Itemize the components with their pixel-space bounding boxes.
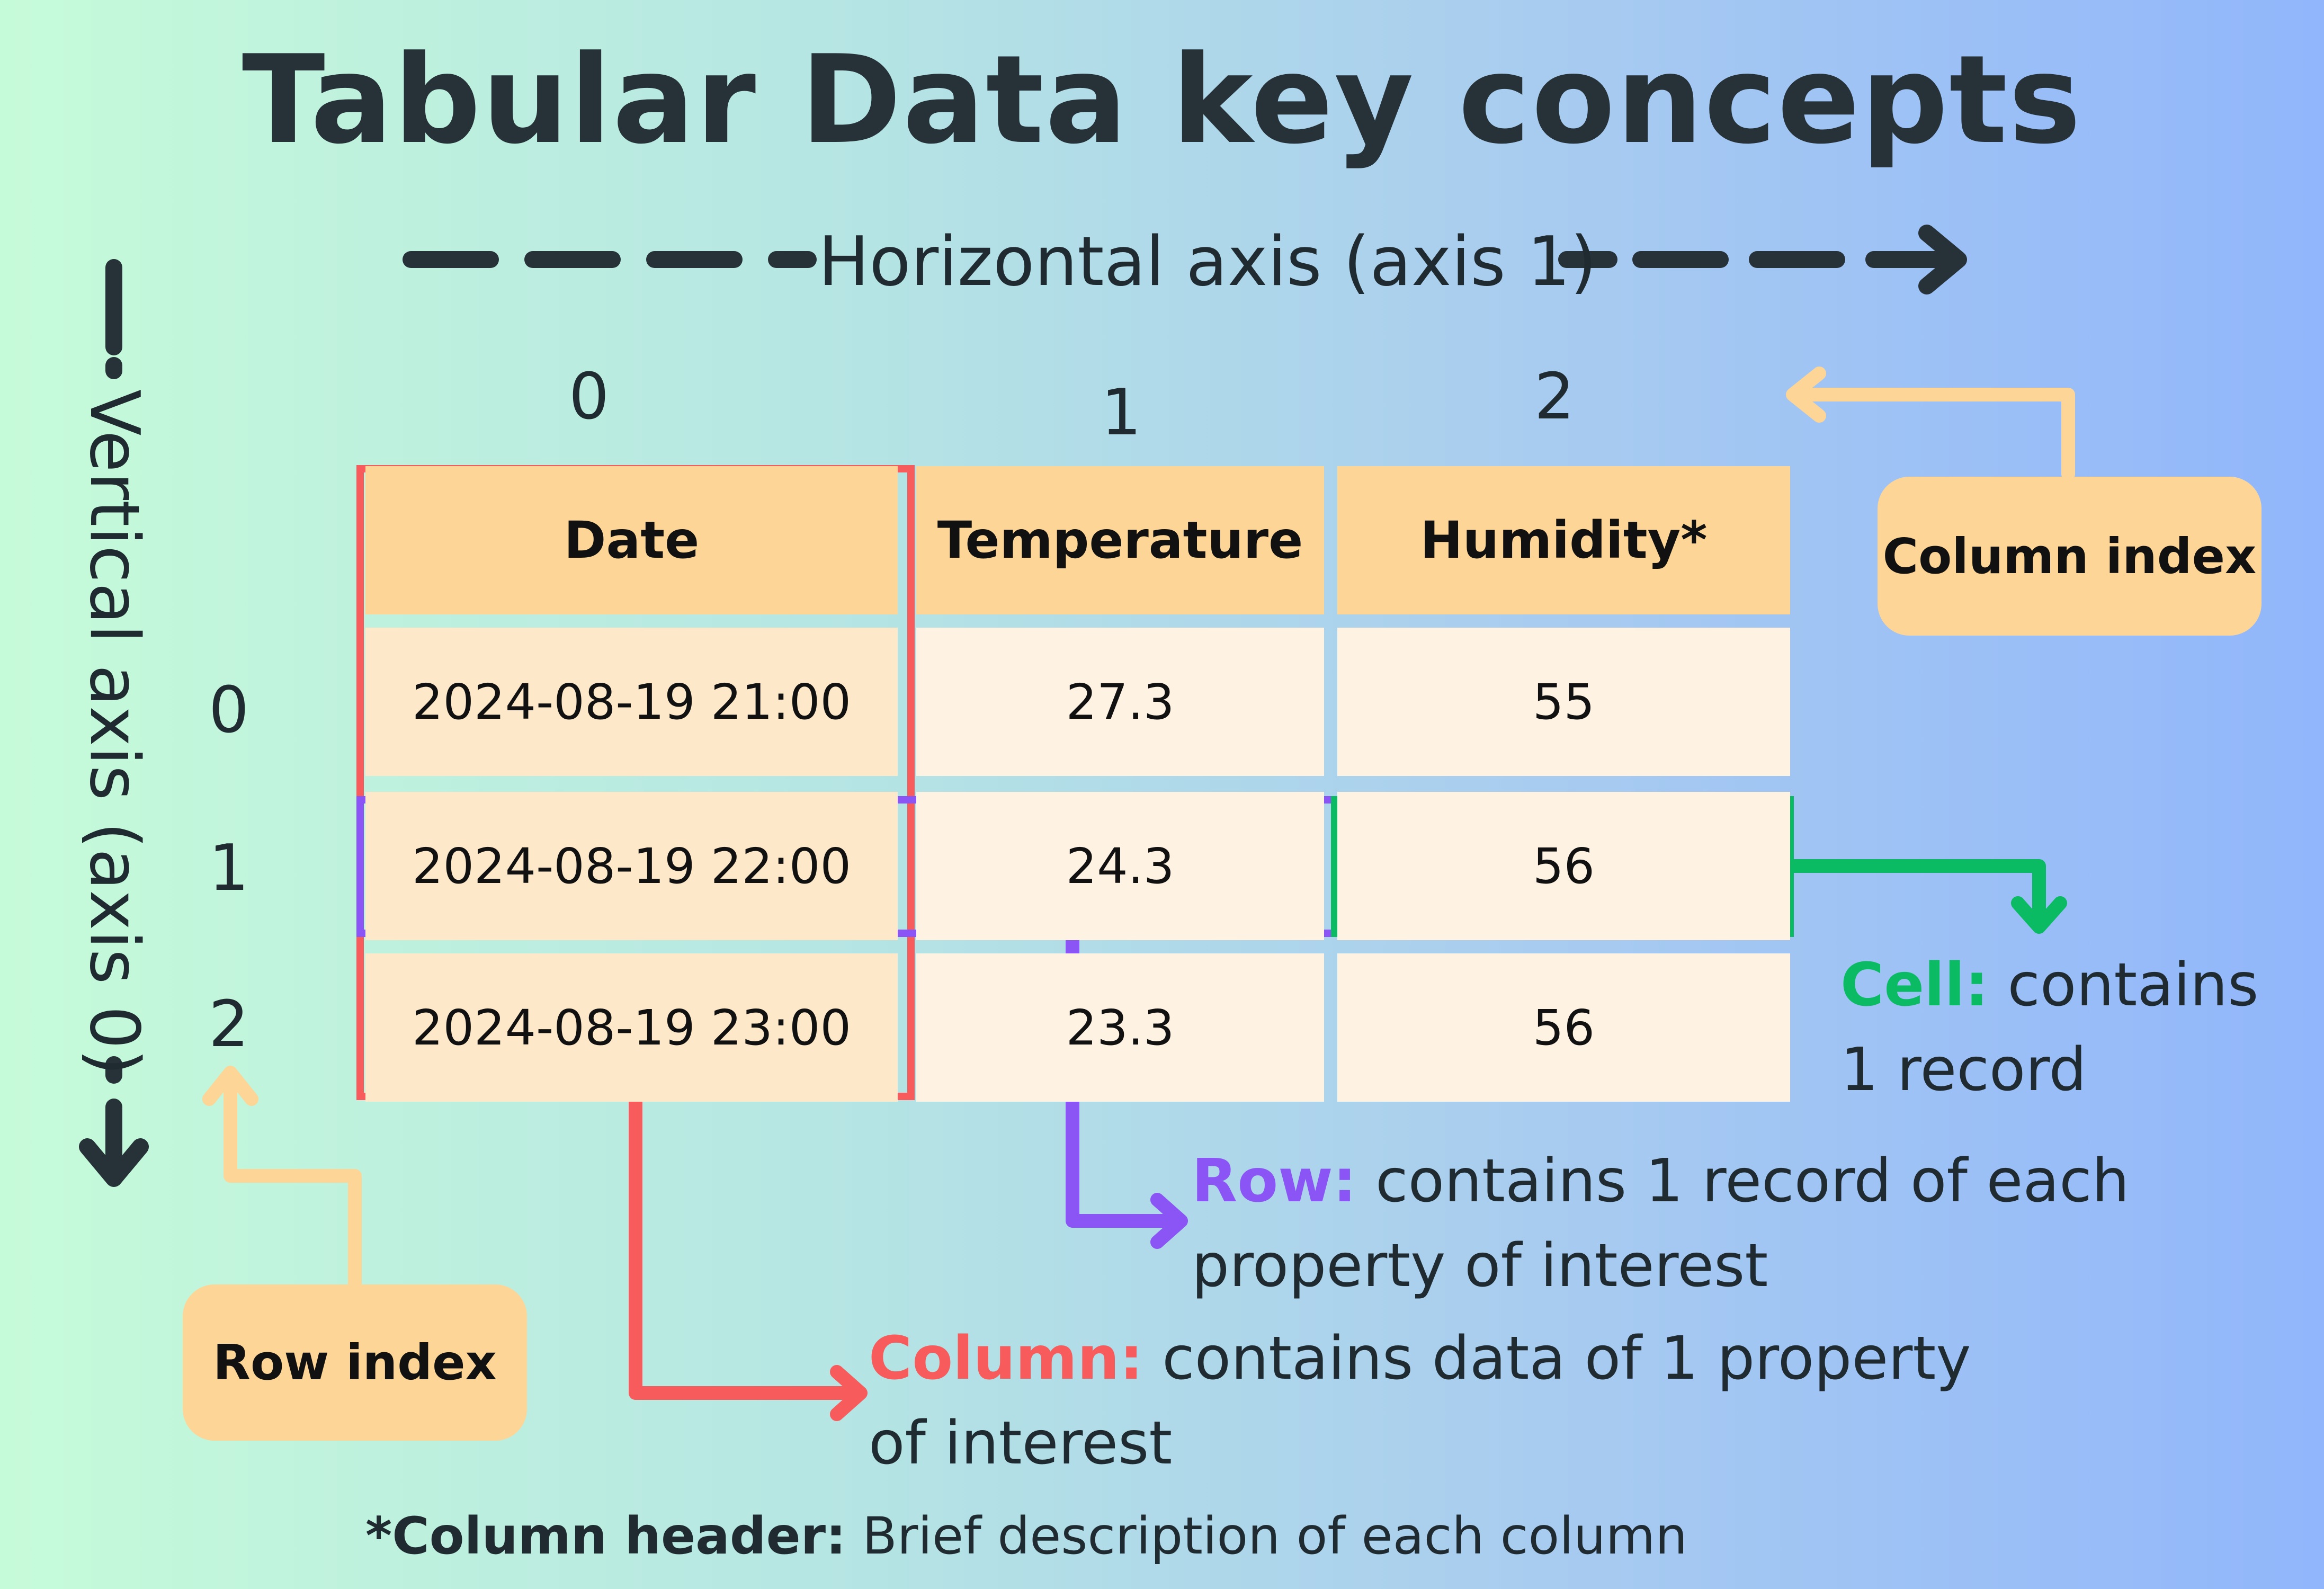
row-index-arrow: [202, 1066, 362, 1294]
table-cell: 55: [1337, 628, 1790, 776]
vertical-axis-arrow: [79, 259, 149, 1187]
cell-arrow: [1787, 859, 2067, 934]
horizontal-axis-label: Horizontal axis (axis 1): [818, 222, 1597, 301]
row-index-1: 1: [208, 832, 249, 905]
table-cell: 2024-08-19 21:00: [365, 628, 898, 776]
cell-keyword: Cell:: [1840, 951, 1989, 1020]
row-text-line1: contains 1 record of each: [1356, 1147, 2130, 1216]
footnote-text: Brief description of each column: [846, 1506, 1688, 1566]
column-text-line2: of interest: [869, 1409, 1173, 1478]
table-cell: 56: [1337, 953, 1790, 1102]
table-cell: 2024-08-19 23:00: [365, 953, 898, 1102]
column-index-0: 0: [568, 360, 610, 434]
column-text-line1: contains data of 1 property: [1143, 1324, 1971, 1393]
cell-text-line2: 1 record: [1840, 1035, 2087, 1104]
vertical-axis-label: Vertical axis (axis 0): [75, 389, 154, 1076]
footnote: *Column header: Brief description of eac…: [365, 1502, 1687, 1570]
column-annotation: Column: contains data of 1 property of i…: [869, 1316, 2034, 1486]
column-arrow: [629, 1095, 868, 1421]
table-cell: 56: [1337, 792, 1790, 940]
row-index-2: 2: [208, 988, 249, 1061]
table-header-temperature: Temperature: [916, 466, 1324, 614]
table-header-date: Date: [365, 466, 898, 614]
cell-text-line1: contains: [1988, 951, 2259, 1020]
footnote-keyword: *Column header:: [365, 1506, 846, 1566]
column-index-2: 2: [1534, 360, 1575, 434]
cell-annotation: Cell: contains 1 record: [1840, 943, 2264, 1112]
column-index-1: 1: [1101, 376, 1142, 450]
column-index-arrow: [1786, 367, 2075, 481]
column-index-badge: Column index: [1878, 477, 2262, 636]
column-keyword: Column:: [869, 1324, 1143, 1393]
row-index-0: 0: [208, 674, 249, 747]
page-title: Tabular Data key concepts: [242, 30, 2082, 171]
row-annotation: Row: contains 1 record of each property …: [1192, 1139, 2198, 1308]
table-cell: 2024-08-19 22:00: [365, 792, 898, 940]
table-header-humidity: Humidity*: [1337, 466, 1790, 614]
row-text-line2: property of interest: [1192, 1231, 1768, 1300]
table-cell: 23.3: [916, 953, 1324, 1102]
row-index-badge: Row index: [183, 1284, 527, 1441]
horizontal-axis-arrow: [403, 225, 1967, 294]
row-keyword: Row:: [1192, 1147, 1357, 1216]
table-cell: 24.3: [916, 792, 1324, 940]
table-cell: 27.3: [916, 628, 1324, 776]
